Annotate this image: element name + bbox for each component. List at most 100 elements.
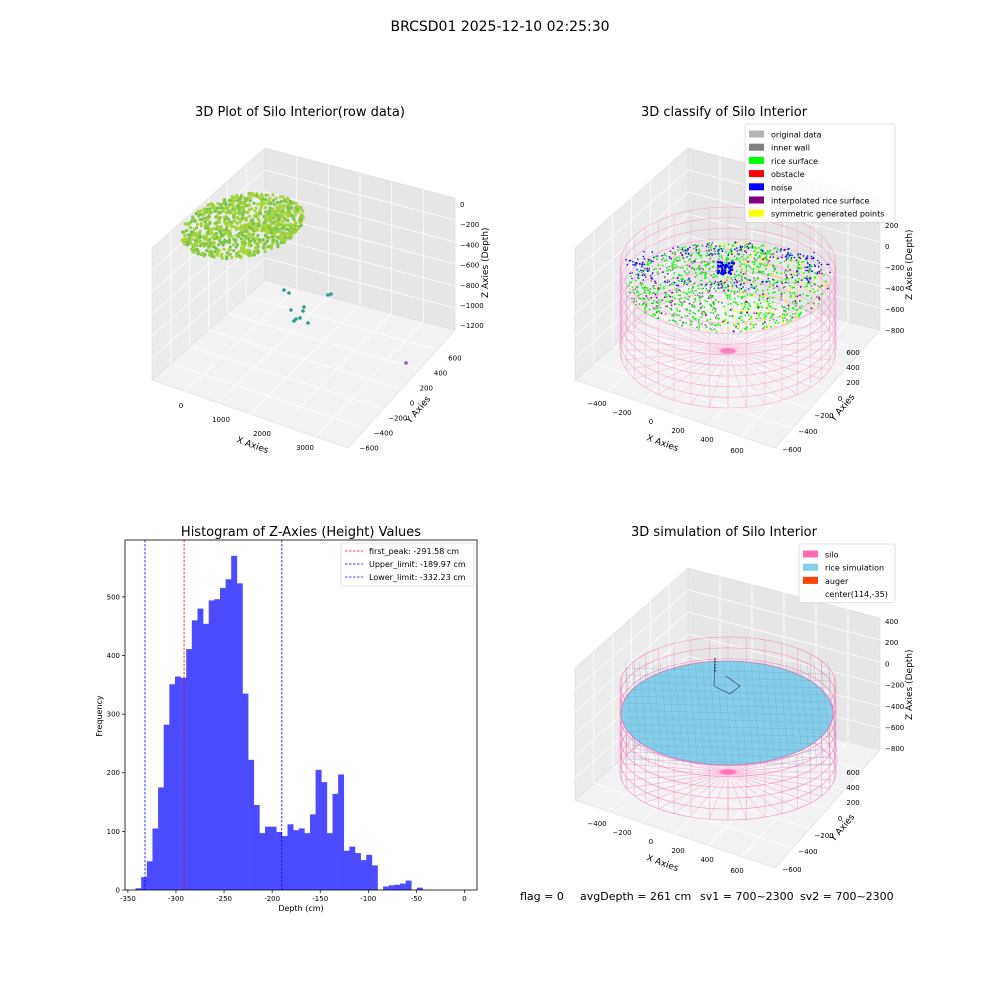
raw-surface-point: [227, 235, 231, 239]
raw-surface-point: [253, 246, 258, 250]
raw-surface-point: [226, 239, 230, 243]
classify-point: [684, 315, 687, 318]
raw-surface-point: [248, 214, 252, 218]
classify-point: [632, 289, 635, 291]
silo-floor-spoke: [626, 755, 729, 773]
classify-point: [728, 315, 731, 318]
classify-point: [756, 303, 759, 305]
classify-y-tick: −400: [798, 428, 817, 436]
classify-noise-point: [668, 256, 671, 258]
classify-noise-point: [739, 249, 741, 251]
raw-surface-point: [266, 218, 270, 222]
classify-noise-point: [745, 251, 748, 254]
classify-point: [766, 325, 768, 328]
classify-point: [652, 302, 655, 305]
classify-point: [734, 323, 737, 325]
classify-noise-point: [641, 263, 643, 266]
classify-point: [759, 295, 761, 298]
classify-noise-point: [814, 265, 816, 268]
hist-y-tick-label: 400: [107, 652, 120, 660]
classify-noise-point: [795, 259, 798, 262]
raw-outlier-point: [282, 288, 286, 292]
classify-point: [708, 289, 711, 292]
raw-surface-point: [259, 212, 263, 216]
classify-point: [711, 253, 714, 256]
classify-point: [681, 325, 683, 327]
classify-point: [723, 261, 726, 264]
classify-point: [659, 268, 662, 270]
raw-outlier-point: [298, 316, 302, 320]
classify-noise-point: [762, 250, 764, 252]
classify-noise-point: [724, 271, 727, 274]
classify-point: [774, 321, 777, 324]
raw-surface-point: [276, 242, 280, 246]
raw-surface-point: [200, 251, 204, 255]
silo-floor-spoke: [727, 292, 747, 351]
classify-point: [681, 266, 684, 269]
raw-surface-point: [271, 238, 275, 242]
classify-point: [678, 246, 681, 249]
classify-point: [768, 260, 771, 262]
classify-point: [805, 294, 808, 297]
classify-legend-label: original data: [771, 131, 822, 140]
classify-point: [638, 303, 641, 305]
silo-floor-spoke: [621, 763, 729, 773]
classify-point: [770, 316, 773, 319]
classify-noise-point: [714, 280, 717, 283]
classify-point: [688, 295, 691, 298]
classify-point: [665, 295, 668, 298]
classify-noise-point: [747, 288, 750, 290]
raw-surface-point: [254, 222, 258, 226]
classify-point: [698, 323, 700, 326]
classify-noise-point: [649, 275, 652, 277]
raw-surface-point: [206, 237, 210, 241]
classify-point: [749, 323, 752, 325]
classify-point: [739, 257, 741, 259]
classify-point: [755, 310, 758, 312]
classify-point: [706, 261, 709, 264]
classify-point: [796, 261, 799, 264]
classify-point: [709, 318, 712, 321]
classify-noise-point: [652, 256, 655, 259]
classify-noise-point: [677, 284, 680, 287]
classify-point: [696, 251, 699, 254]
classify-point: [695, 247, 697, 249]
classify-noise-point: [791, 254, 793, 257]
sim-mesh-line: [680, 661, 692, 767]
classify-point: [812, 289, 815, 292]
classify-point: [744, 290, 747, 292]
raw-surface-point: [270, 235, 274, 239]
classify-point: [684, 297, 687, 299]
classify-point: [679, 294, 682, 297]
classify-point: [722, 290, 725, 292]
classify-point: [739, 292, 742, 295]
classify-noise-point: [631, 272, 633, 274]
raw-surface-point: [267, 212, 271, 216]
classify-point: [674, 267, 677, 269]
raw-surface-point: [257, 224, 261, 228]
classify-point: [740, 250, 743, 252]
classify-point: [792, 296, 794, 299]
classify-point: [740, 276, 743, 279]
classify-noise-point: [720, 265, 724, 269]
raw-surface-point: [238, 227, 242, 231]
classify-point: [700, 256, 703, 259]
silo-floor-spoke: [658, 349, 729, 395]
sim-mesh-line: [701, 661, 713, 767]
classify-point: [704, 312, 707, 315]
classify-point: [726, 286, 728, 289]
classify-noise-point: [728, 270, 731, 273]
classify-point: [690, 254, 693, 257]
classify-xlabel: X Axies: [645, 433, 680, 454]
classify-point: [782, 316, 784, 318]
raw-surface-point: [283, 199, 287, 203]
classify-point: [765, 257, 767, 260]
classify-noise-point: [721, 268, 724, 272]
hist-bar: [332, 793, 339, 890]
classify-point: [736, 257, 738, 260]
raw-surface-point: [262, 201, 266, 205]
wall-gridline: [574, 589, 881, 691]
classify-point: [789, 259, 792, 262]
classify-point: [766, 288, 769, 291]
silo-floor-spoke: [727, 329, 830, 351]
